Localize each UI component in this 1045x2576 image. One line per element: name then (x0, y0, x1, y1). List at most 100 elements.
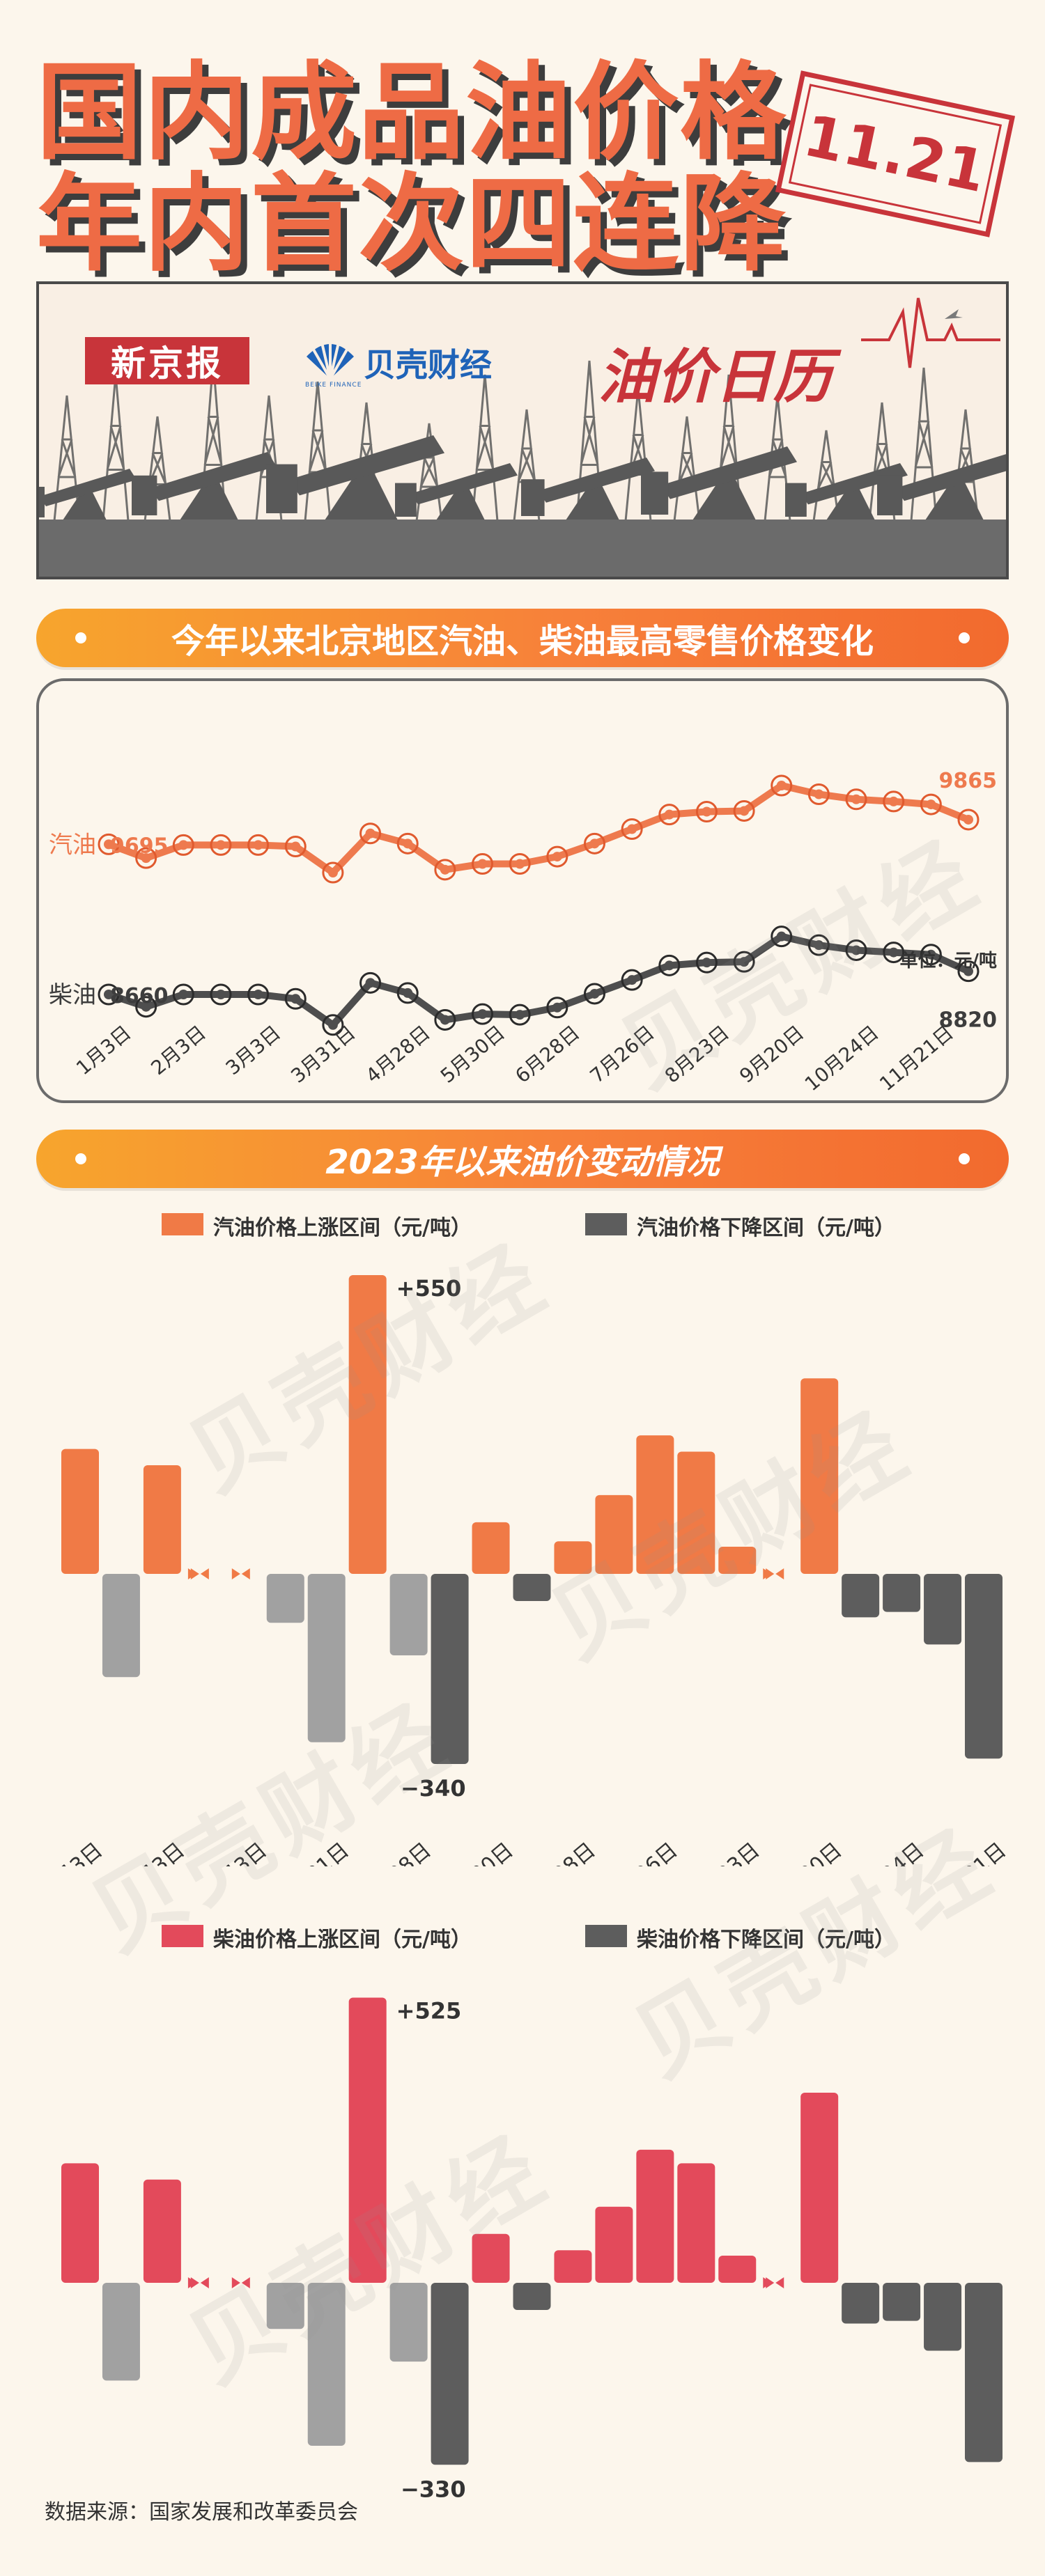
bar-decrease (513, 1574, 551, 1601)
bar-increase (143, 1465, 181, 1574)
bar-increase (348, 1997, 387, 2283)
section-title-adjustments: 2023年以来油价变动情况 (325, 1143, 720, 1182)
xjb-logo: 新京报 (85, 337, 249, 384)
bar-increase (472, 1522, 510, 1574)
bar-decrease (431, 2283, 469, 2465)
pumpjack-head (521, 479, 545, 516)
x-tick-label: 6月28日 (511, 1021, 584, 1088)
series-start-label: 9695 (110, 834, 169, 858)
legend-label-diesel-down: 柴油价格下降区间（元/吨） (637, 1928, 895, 1952)
derrick-silhouette (575, 360, 603, 522)
series-line-gasoline (105, 782, 972, 876)
pumpjack-head (785, 483, 807, 517)
data-point-diesel (546, 997, 568, 1019)
data-point-dot (963, 814, 973, 825)
data-point-gasoline (359, 822, 382, 845)
no-change-marker (231, 2277, 250, 2288)
section-header-adjustments: 2023年以来油价变动情况 (36, 1130, 1009, 1188)
data-point-dot (664, 960, 674, 971)
derrick-silhouette (673, 416, 701, 522)
bar-decrease (883, 2283, 921, 2321)
bar-increase (61, 2163, 99, 2283)
data-point-dot (141, 853, 151, 864)
data-point-dot (515, 1010, 525, 1020)
pumpjack-head (266, 464, 297, 513)
legend-label-gas-up: 汽油价格上涨区间（元/吨） (213, 1216, 472, 1240)
x-tick-label: 8月23日 (686, 1838, 764, 1866)
bar-decrease (924, 2283, 962, 2351)
x-tick-label: 3月31日 (286, 1021, 359, 1088)
bar-decrease (431, 1574, 469, 1764)
price-line-chart: 汽油 9695 9865 柴油 8660 8820 单位：元/吨 1月3日 2月3日 3月3日 3月… (49, 769, 998, 1095)
bar-dot-left (75, 1153, 86, 1164)
data-point-dot (552, 852, 562, 862)
bar-decrease (965, 2283, 1003, 2462)
data-point-dot (104, 839, 114, 850)
data-point-dot (477, 1009, 488, 1020)
data-point-gasoline (658, 804, 681, 826)
min-annotation: −330 (401, 2476, 466, 2502)
pumpjack-beam (538, 458, 655, 503)
plane-icon (945, 309, 963, 319)
data-point-dot (141, 1001, 151, 1012)
data-point-dot (851, 945, 862, 955)
pumpjack-beam (660, 446, 797, 499)
series-end-label: 8820 (939, 1008, 998, 1033)
x-tick-label: 7月26日 (604, 1838, 682, 1866)
data-point-diesel (733, 951, 755, 973)
pumpjack-base (322, 458, 400, 524)
data-point-dot (515, 859, 525, 869)
data-point-gasoline (621, 818, 643, 840)
series-start-label: 8660 (110, 984, 169, 1008)
data-point-dot (178, 840, 189, 850)
data-point-diesel (172, 983, 194, 1006)
bar-decrease (307, 1574, 346, 1742)
legend-label-gas-down: 汽油价格下降区间（元/吨） (637, 1216, 895, 1240)
section-header-price-trend: 今年以来北京地区汽油、柴油最高零售价格变化 (36, 609, 1009, 667)
pumpjack-head (39, 487, 45, 517)
legend-swatch-gas-down (585, 1213, 627, 1235)
pumpjack-base (60, 483, 109, 524)
data-point-gasoline (135, 847, 157, 869)
bar-decrease (102, 1574, 140, 1678)
series-name-diesel: 柴油 (49, 981, 96, 1009)
bar-increase (636, 2149, 674, 2283)
data-point-dot (104, 990, 114, 999)
data-point-gasoline (434, 859, 456, 881)
bar-increase (595, 2206, 633, 2283)
derrick-silhouette (471, 374, 499, 522)
bar-decrease (389, 1574, 428, 1655)
data-point-dot (327, 868, 338, 877)
legend-swatch-diesel-down (585, 1925, 627, 1947)
bar-increase (800, 2093, 839, 2283)
bar-increase (143, 2179, 181, 2283)
x-tick-label: 4月28日 (362, 1021, 435, 1088)
price-pulse-line (861, 297, 1000, 368)
data-point-dot (440, 864, 450, 875)
data-point-gasoline (807, 783, 830, 805)
data-point-diesel (247, 983, 270, 1006)
data-point-dot (291, 994, 301, 1004)
bar-increase (677, 2163, 715, 2283)
data-point-gasoline (957, 809, 980, 831)
data-point-gasoline (98, 833, 120, 855)
no-change-marker (190, 2277, 209, 2288)
oil-calendar-banner: 新京报 贝壳财经 BEIKE FINANCE 油价日历 (36, 281, 1009, 579)
data-point-diesel (472, 1003, 494, 1025)
data-point-dot (739, 957, 750, 967)
beike-logo-text: 贝壳财经 (364, 346, 492, 384)
pumpjack-beam (288, 435, 444, 496)
date-stamp-text: 11.21 (798, 102, 993, 205)
x-tick-label: 3月3日 (222, 1021, 285, 1079)
bar-decrease (266, 2283, 304, 2329)
bar-increase (554, 1541, 592, 1574)
data-point-gasoline (210, 834, 232, 856)
pumpjack-head (132, 475, 157, 515)
data-point-gasoline (733, 799, 755, 822)
data-source: 数据来源：国家发展和改革委员会 (45, 2500, 358, 2524)
data-point-dot (702, 806, 712, 817)
series-end-label: 9865 (939, 769, 998, 793)
no-change-marker (231, 1568, 250, 1579)
data-point-dot (253, 990, 263, 999)
data-point-dot (702, 958, 712, 968)
